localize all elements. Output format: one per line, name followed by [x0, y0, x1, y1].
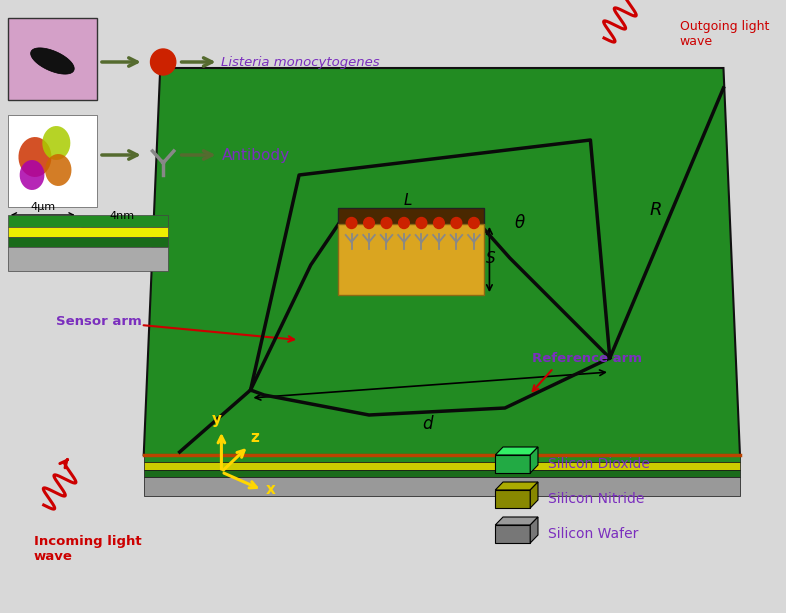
Circle shape — [399, 218, 410, 229]
Bar — [8, 215, 168, 227]
Text: z: z — [251, 430, 259, 445]
Text: y: y — [211, 412, 222, 427]
Polygon shape — [144, 470, 740, 477]
Circle shape — [150, 49, 176, 75]
Polygon shape — [531, 517, 538, 543]
Text: Antibody: Antibody — [222, 148, 289, 162]
Text: $\theta$: $\theta$ — [513, 214, 526, 232]
Bar — [8, 237, 168, 247]
Polygon shape — [338, 208, 483, 224]
Text: Incoming light
wave: Incoming light wave — [34, 535, 141, 563]
Text: L: L — [403, 193, 412, 208]
Polygon shape — [19, 137, 51, 177]
Text: Outgoing light
wave: Outgoing light wave — [680, 20, 769, 48]
Polygon shape — [531, 482, 538, 508]
Polygon shape — [495, 482, 538, 490]
Polygon shape — [495, 447, 538, 455]
Text: 4nm: 4nm — [110, 211, 135, 221]
Text: x: x — [266, 482, 276, 497]
Polygon shape — [144, 477, 740, 496]
Text: Reference arm: Reference arm — [532, 352, 642, 365]
Text: Silicon Nitride: Silicon Nitride — [548, 492, 644, 506]
Circle shape — [346, 218, 357, 229]
Circle shape — [451, 218, 461, 229]
Polygon shape — [338, 224, 483, 295]
Circle shape — [364, 218, 374, 229]
Bar — [8, 247, 168, 271]
Polygon shape — [495, 517, 538, 525]
Text: Sensor arm: Sensor arm — [57, 315, 142, 328]
Text: d: d — [422, 415, 432, 433]
Polygon shape — [31, 48, 74, 74]
Circle shape — [468, 218, 479, 229]
Text: S: S — [486, 251, 495, 265]
Polygon shape — [45, 154, 72, 186]
Text: 4µm: 4µm — [30, 202, 55, 212]
Polygon shape — [495, 525, 531, 543]
Polygon shape — [144, 68, 740, 455]
Polygon shape — [495, 455, 531, 473]
Text: R: R — [649, 201, 662, 219]
Polygon shape — [144, 462, 740, 470]
Bar — [8, 227, 168, 237]
Polygon shape — [531, 447, 538, 473]
FancyBboxPatch shape — [8, 18, 97, 100]
Text: Listeria monocytogenes: Listeria monocytogenes — [222, 56, 380, 69]
Text: Silicon Wafer: Silicon Wafer — [548, 527, 638, 541]
Polygon shape — [495, 490, 531, 508]
Circle shape — [416, 218, 427, 229]
Circle shape — [381, 218, 392, 229]
Polygon shape — [20, 160, 45, 190]
Circle shape — [434, 218, 444, 229]
Polygon shape — [144, 455, 740, 462]
Text: Silicon Dioxide: Silicon Dioxide — [548, 457, 649, 471]
Polygon shape — [42, 126, 71, 160]
FancyBboxPatch shape — [8, 115, 97, 207]
